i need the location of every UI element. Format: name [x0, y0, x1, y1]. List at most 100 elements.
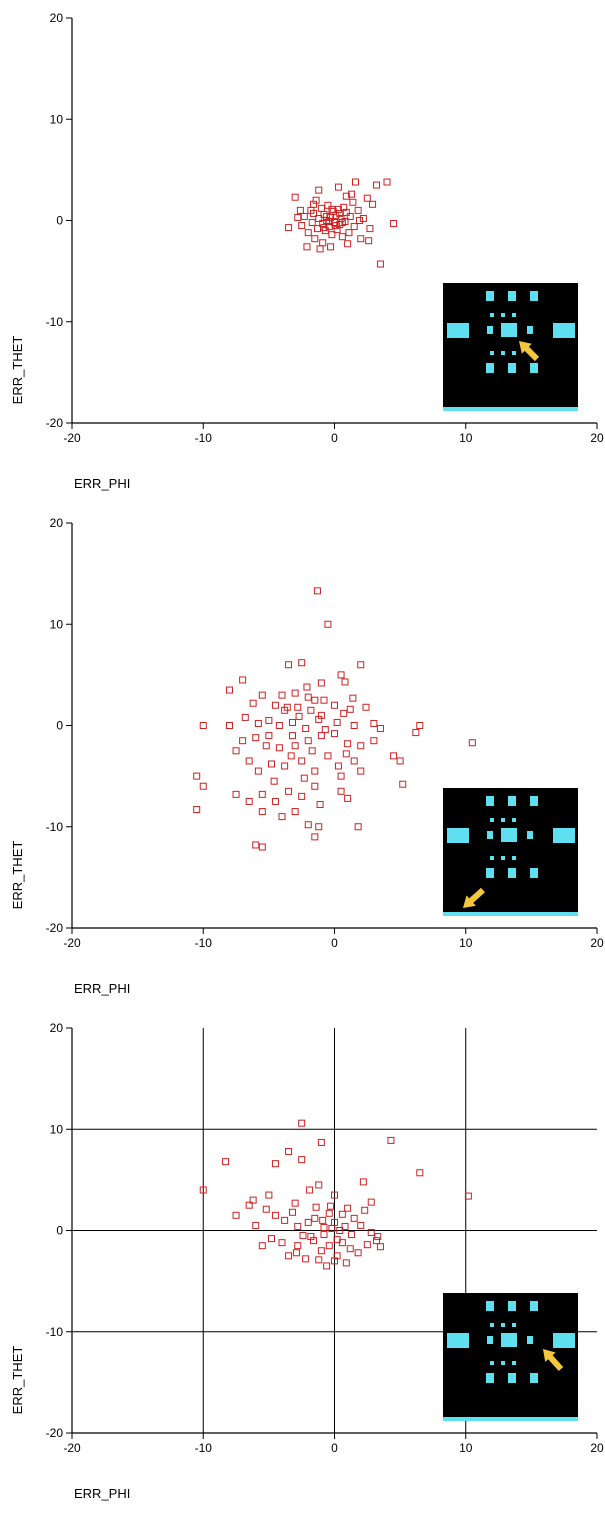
y-tick-label: -10	[46, 820, 64, 834]
scatter-point	[294, 703, 302, 711]
inset-detector-block	[508, 291, 516, 301]
scatter-panel-3: -20 -10 0 10 20 -20 -10 0 10 20 ERR_THET ERR_PHI	[0, 1010, 605, 1510]
inset-detector-block	[501, 323, 517, 337]
scatter-point	[350, 722, 358, 729]
scatter-point	[412, 729, 420, 737]
scatter-point	[359, 214, 367, 222]
scatter-point	[344, 794, 352, 802]
scatter-point	[323, 1262, 331, 1270]
scatter-point	[387, 1136, 395, 1144]
scatter-point	[245, 1201, 253, 1209]
scatter-point	[252, 734, 260, 742]
scatter-point	[325, 223, 333, 231]
scatter-point	[350, 757, 358, 765]
inset-detector-block	[490, 1323, 494, 1327]
scatter-point	[302, 1255, 310, 1263]
inset-detector-block	[486, 1373, 494, 1383]
scatter-point	[311, 767, 319, 775]
scatter-point	[357, 235, 365, 243]
scatter-point	[249, 1196, 257, 1204]
scatter-point	[232, 790, 240, 798]
inset-detector-block	[487, 831, 493, 839]
scatter-point	[271, 797, 279, 805]
scatter-panel-1: -20 -10 0 10 20 -20 -10 0 10 20 ERR_THET ERR_PHI	[0, 0, 605, 500]
scatter-point	[252, 841, 260, 849]
scatter-point	[281, 762, 289, 770]
scatter-point	[258, 843, 266, 851]
scatter-point	[315, 1256, 323, 1264]
inset-detector-block	[486, 1301, 494, 1311]
scatter-point	[316, 800, 324, 808]
scatter-point	[294, 213, 302, 221]
scatter-point	[313, 225, 321, 233]
scatter-point	[245, 797, 253, 805]
scatter-point	[316, 245, 324, 253]
scatter-point	[332, 222, 340, 230]
scatter-point	[291, 808, 299, 816]
scatter-point	[468, 739, 476, 747]
scatter-point	[265, 716, 273, 724]
scatter-point	[317, 204, 325, 212]
y-tick-label: 0	[56, 1224, 63, 1238]
scatter-point	[324, 620, 332, 628]
x-tick-label: -10	[195, 1441, 213, 1455]
scatter-point	[315, 715, 323, 723]
y-axis-label: ERR_THET	[10, 1346, 25, 1415]
inset-detector-block	[501, 1323, 505, 1327]
inset-detector-block	[447, 323, 469, 338]
y-tick-label: 0	[56, 214, 63, 228]
scatter-point	[287, 752, 295, 760]
scatter-point	[346, 705, 354, 713]
scatter-point	[304, 1218, 312, 1226]
scatter-point	[416, 1169, 424, 1177]
scatter-point	[199, 782, 207, 790]
scatter-point	[258, 790, 266, 798]
scatter-point	[285, 1148, 293, 1156]
scatter-point	[341, 678, 349, 686]
scatter-point	[308, 747, 316, 755]
inset-detector-block	[553, 323, 575, 338]
scatter-point	[367, 1229, 375, 1237]
scatter-point	[285, 224, 293, 232]
scatter-point	[268, 1235, 275, 1243]
inset-detector-block	[508, 363, 516, 373]
y-tick-label: 20	[50, 11, 64, 25]
y-tick-label: -10	[46, 315, 64, 329]
scatter-point	[311, 782, 319, 790]
y-tick-label: 0	[56, 719, 63, 733]
scatter-point	[294, 1222, 302, 1230]
scatter-point	[342, 192, 350, 200]
scatter-point	[270, 777, 278, 785]
scatter-point	[331, 1257, 338, 1265]
inset-detector-block	[530, 363, 538, 373]
inset-background	[443, 788, 578, 916]
scatter-point	[344, 740, 352, 748]
scatter-point	[289, 718, 296, 726]
y-tick-label: 20	[50, 516, 64, 530]
scatter-point	[348, 190, 356, 198]
inset-detector-block	[530, 1301, 538, 1311]
scatter-point	[310, 200, 317, 208]
scatter-point	[304, 821, 312, 829]
scatter-point	[337, 772, 345, 780]
scatter-point	[336, 209, 344, 217]
scatter-point	[306, 1186, 314, 1194]
scatter-point	[346, 212, 354, 220]
scatter-point	[232, 747, 240, 755]
inset-detector-block	[512, 313, 516, 317]
inset-detector-block	[487, 1336, 493, 1344]
scatter-point	[252, 1221, 260, 1229]
scatter-point	[226, 722, 233, 729]
scatter-point	[331, 701, 338, 709]
inset-detector-block	[530, 1373, 538, 1383]
scatter-point	[328, 205, 336, 213]
scatter-point	[333, 718, 341, 726]
x-tick-label: 0	[331, 936, 338, 950]
scatter-point	[249, 699, 257, 707]
inset-detector-block	[512, 1361, 516, 1365]
scatter-point	[311, 1214, 319, 1222]
scatter-point	[325, 1209, 333, 1217]
scatter-point	[285, 661, 293, 669]
scatter-point	[373, 181, 380, 189]
scatter-point	[344, 1204, 352, 1212]
